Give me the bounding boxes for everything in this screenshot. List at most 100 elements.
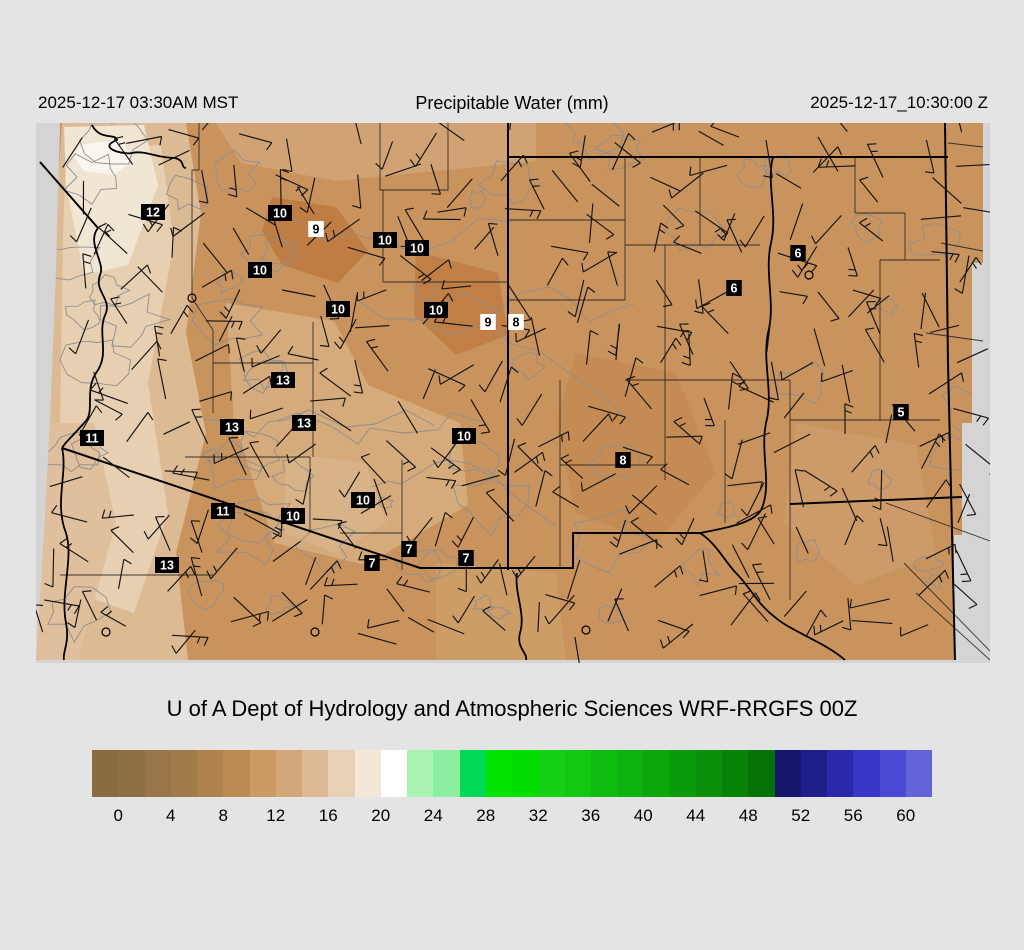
colorbar-tick-label: 40 (633, 806, 653, 825)
svg-text:13: 13 (160, 559, 174, 573)
svg-text:12: 12 (146, 206, 160, 220)
colorbar-cell (223, 750, 250, 797)
svg-text:11: 11 (85, 432, 98, 446)
city-marker (581, 625, 591, 635)
station-value: 11 (211, 503, 235, 519)
svg-text:10: 10 (410, 242, 424, 256)
colorbar-cell (722, 750, 749, 797)
colorbar-cell (669, 750, 696, 797)
station-value: 9 (308, 221, 324, 237)
station-value: 10 (373, 232, 397, 248)
colorbar-cell (144, 750, 171, 797)
colorbar-cell (328, 750, 355, 797)
svg-text:10: 10 (356, 494, 370, 508)
station-value: 10 (326, 301, 350, 317)
valid-time-utc: 2025-12-17_10:30:00 Z (810, 93, 988, 112)
station-value: 10 (405, 240, 429, 256)
colorbar-labels: 0 4 8 12 16 20 24 28 32 36 40 44 48 52 56 60 (92, 806, 932, 834)
svg-text:9: 9 (313, 223, 320, 237)
station-value: 5 (893, 404, 909, 420)
colorbar-cell (695, 750, 722, 797)
colorbar-cell (879, 750, 906, 797)
colorbar-cell (197, 750, 224, 797)
station-value: 9 (480, 314, 496, 330)
credit-title: U of A Dept of Hydrology and Atmospheric… (166, 696, 858, 721)
colorbar-cell (433, 750, 460, 797)
station-value: 8 (508, 314, 524, 330)
city-marker (187, 293, 197, 303)
colorbar-cell (354, 750, 381, 797)
svg-text:7: 7 (406, 543, 413, 557)
colorbar-tick-label: 32 (528, 806, 548, 825)
svg-text:10: 10 (378, 234, 392, 248)
svg-text:7: 7 (463, 552, 470, 566)
colorbar-tick-label: 44 (686, 806, 706, 825)
svg-text:6: 6 (731, 282, 738, 296)
city-marker (804, 270, 814, 280)
colorbar-cell (827, 750, 854, 797)
svg-text:6: 6 (795, 247, 802, 261)
colorbar-tick-label: 52 (791, 806, 811, 825)
station-value: 10 (424, 302, 448, 318)
colorbar-cell (512, 750, 539, 797)
colorbar-tick-label: 20 (371, 806, 391, 825)
svg-text:10: 10 (457, 430, 471, 444)
colorbar-tick-label: 24 (423, 806, 443, 825)
station-value: 13 (271, 372, 295, 388)
station-value: 7 (458, 550, 474, 566)
colorbar-cell (800, 750, 827, 797)
svg-text:10: 10 (253, 264, 267, 278)
colorbar-cell (564, 750, 591, 797)
colorbar-cell (92, 750, 119, 797)
station-value: 13 (220, 419, 244, 435)
valid-time-local: 2025-12-17 03:30AM MST (38, 93, 239, 112)
colorbar-cell (485, 750, 512, 797)
colorbar-cell (118, 750, 145, 797)
weather-map: 12 10 9 10 10 10 10 10 9 8 6 6 13 13 13 11 5 10 8 10 11 10 13 7… (36, 123, 990, 663)
svg-text:10: 10 (429, 304, 443, 318)
svg-text:5: 5 (898, 406, 905, 420)
svg-text:8: 8 (513, 316, 520, 330)
colorbar-tick-label: 36 (581, 806, 601, 825)
page-title: Precipitable Water (mm) (415, 93, 609, 113)
station-value: 6 (790, 245, 806, 261)
colorbar-cell (249, 750, 276, 797)
station-value: 10 (268, 205, 292, 221)
station-value: 12 (141, 204, 165, 220)
station-value: 7 (401, 541, 417, 557)
svg-text:8: 8 (620, 454, 627, 468)
colorbar-cell (643, 750, 670, 797)
colorbar-cell (275, 750, 302, 797)
colorbar-tick-label: 48 (738, 806, 758, 825)
colorbar-tick-label: 28 (476, 806, 496, 825)
station-value: 10 (248, 262, 272, 278)
map-plot-area: 12 10 9 10 10 10 10 10 9 8 6 6 13 13 13 11 5 10 8 10 11 10 13 7… (36, 123, 990, 663)
colorbar-cell (590, 750, 617, 797)
colorbar-cell (905, 750, 932, 797)
station-value: 10 (281, 508, 305, 524)
station-value: 13 (155, 557, 179, 573)
svg-text:10: 10 (286, 510, 300, 524)
colorbar-tick-label: 4 (166, 806, 176, 825)
colorbar-cell (853, 750, 880, 797)
colorbar-tick-label: 0 (113, 806, 123, 825)
colorbar-cell (748, 750, 775, 797)
svg-text:10: 10 (273, 207, 287, 221)
colorbar-cell (538, 750, 565, 797)
station-value: 13 (292, 415, 316, 431)
station-value: 11 (80, 430, 104, 446)
city-marker (101, 627, 111, 637)
station-value: 7 (364, 555, 380, 571)
colorbar-cell (302, 750, 329, 797)
colorbar-cell (617, 750, 644, 797)
colorbar-cell (459, 750, 486, 797)
colorbar-tick-label: 16 (318, 806, 338, 825)
colorbar-cell (407, 750, 434, 797)
colorbar-tick-label: 12 (266, 806, 286, 825)
svg-text:10: 10 (331, 303, 345, 317)
colorbar-cell (774, 750, 801, 797)
svg-text:11: 11 (216, 505, 229, 519)
station-value: 10 (351, 492, 375, 508)
station-value: 10 (452, 428, 476, 444)
